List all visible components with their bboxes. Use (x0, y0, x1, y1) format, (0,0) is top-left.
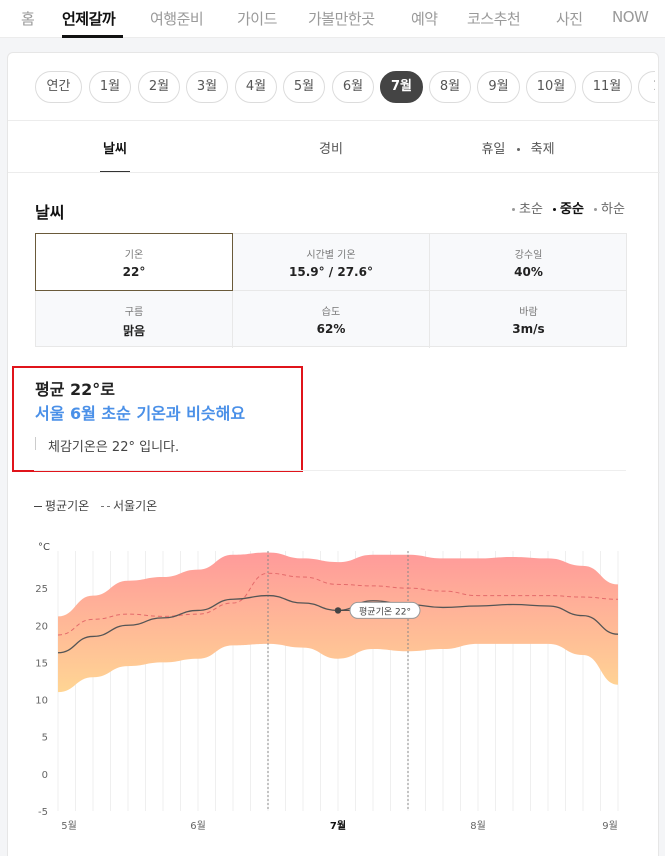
stat-hourly-temp[interactable]: 시간별 기온 15.9° / 27.6° (233, 234, 430, 291)
nav-tab-guide[interactable]: 가이드 (237, 10, 277, 28)
tab-weather[interactable]: 날씨 (103, 142, 127, 157)
month-pill-3[interactable]: 3월 (186, 71, 228, 103)
bullet-icon (512, 208, 515, 211)
period-mid[interactable]: 중순 (553, 198, 584, 217)
annotation-bubble (349, 601, 421, 619)
month-pill-6[interactable]: 6월 (332, 71, 374, 103)
y-tick-label: 10 (35, 696, 48, 707)
seoul-temp-line (57, 572, 619, 636)
legend-solid-line-icon (34, 506, 42, 507)
subtab-active-indicator (100, 171, 130, 172)
summary-comparison: 서울 6월 초순 기온과 비슷해요 (35, 404, 246, 423)
legend-seoul: 서울기온 (113, 499, 158, 513)
stat-cloud[interactable]: 구름 맑음 (36, 291, 233, 348)
chart-legend: 평균기온 서울기온 (34, 497, 157, 514)
quote-bar (35, 437, 36, 450)
stat-label: 강수일 (514, 250, 543, 261)
stat-rain-days[interactable]: 강수일 40% (430, 234, 627, 291)
tab-holiday[interactable]: 휴일 축제 (438, 138, 598, 157)
month-selector: 연간 1월 2월 3월 4월 5월 6월 7월 8월 9월 10월 11월 12… (35, 69, 655, 109)
stat-value: 15.9° / 27.6° (289, 265, 373, 279)
period-mid-label: 중순 (560, 202, 584, 217)
stat-label: 습도 (321, 307, 341, 318)
annotation-label: 평균기온 22° (359, 606, 411, 617)
stat-humidity[interactable]: 습도 62% (233, 291, 430, 348)
temperature-chart: °C -5 0 5 10 15 20 25 평균기온 22° 5월 6월 7월 8월 9월 (35, 542, 619, 832)
x-tick-label: 5월 (61, 820, 77, 832)
temperature-range-band (58, 552, 618, 693)
tab-holiday-label: 휴일 (481, 142, 506, 157)
stat-value: 40% (514, 265, 543, 279)
stat-value: 3m/s (512, 322, 545, 336)
stat-label: 시간별 기온 (306, 250, 356, 261)
chart-y-unit: °C (38, 542, 50, 553)
month-pill-7[interactable]: 7월 (380, 71, 423, 103)
month-pill-10[interactable]: 10월 (526, 71, 576, 103)
summary-highlight-box (12, 366, 303, 472)
weather-stats-grid: 기온 22° 시간별 기온 15.9° / 27.6° 강수일 40% 구름 맑… (35, 233, 627, 348)
weather-title: 날씨 (35, 203, 65, 222)
month-pill-1[interactable]: 1월 (89, 71, 131, 103)
period-early-label: 초순 (519, 202, 543, 217)
weather-card: 연간 1월 2월 3월 4월 5월 6월 7월 8월 9월 10월 11월 12… (7, 52, 660, 856)
stat-label: 구름 (124, 307, 144, 318)
tab-cost[interactable]: 경비 (319, 142, 343, 157)
y-tick-label: -5 (38, 807, 48, 818)
x-tick-label: 8월 (470, 820, 486, 832)
period-early[interactable]: 초순 (512, 198, 543, 217)
y-tick-label: 0 (42, 770, 48, 781)
nav-tab-when[interactable]: 언제갈까 (62, 10, 116, 28)
month-pill-12[interactable]: 12월 (638, 71, 655, 103)
divider (8, 172, 660, 173)
nav-tab-home[interactable]: 홈 (21, 10, 35, 28)
nav-tab-photos[interactable]: 사진 (556, 10, 583, 28)
top-nav: 홈 언제갈까 여행준비 가이드 가볼만한곳 예약 코스추천 사진 NOW (0, 0, 665, 38)
month-pill-5[interactable]: 5월 (283, 71, 325, 103)
x-tick-label: 6월 (190, 820, 206, 832)
y-tick-label: 20 (35, 621, 48, 632)
month-pill-8[interactable]: 8월 (429, 71, 471, 103)
month-pill-annual[interactable]: 연간 (35, 71, 82, 103)
stat-wind[interactable]: 바람 3m/s (430, 291, 627, 348)
summary-feels-like: 체감기온은 22° 입니다. (48, 440, 180, 455)
month-pill-9[interactable]: 9월 (477, 71, 520, 103)
month-pill-4[interactable]: 4월 (235, 71, 277, 103)
month-pill-11[interactable]: 11월 (582, 71, 632, 103)
divider (34, 470, 626, 471)
stat-label: 바람 (519, 307, 538, 318)
month-pill-2[interactable]: 2월 (138, 71, 180, 103)
y-tick-label: 15 (35, 658, 48, 669)
y-tick-label: 5 (42, 733, 48, 744)
legend-dashed-line-icon (101, 506, 110, 507)
period-late-label: 하순 (601, 202, 625, 217)
summary-headline: 평균 22°로 (35, 380, 115, 399)
nav-tab-booking[interactable]: 예약 (411, 10, 438, 28)
stat-temperature[interactable]: 기온 22° (35, 233, 233, 291)
stat-value: 22° (122, 265, 146, 279)
nav-tab-prepare[interactable]: 여행준비 (150, 10, 204, 28)
x-tick-label: 9월 (602, 820, 618, 832)
nav-tab-places[interactable]: 가볼만한곳 (308, 10, 375, 28)
nav-tab-now[interactable]: NOW (612, 8, 649, 26)
divider (8, 120, 660, 121)
y-tick-label: 25 (35, 584, 48, 595)
tab-festival-label: 축제 (530, 142, 555, 157)
tab-separator-dot (516, 148, 520, 151)
x-tick-label: 7월 (330, 820, 346, 832)
legend-avg: 평균기온 (45, 499, 90, 513)
stat-label: 기온 (124, 250, 144, 261)
bullet-icon (553, 208, 556, 211)
stat-value: 62% (316, 322, 346, 336)
nav-active-indicator (62, 35, 123, 38)
bullet-icon (594, 208, 597, 211)
nav-tab-course[interactable]: 코스추천 (467, 10, 521, 28)
period-late[interactable]: 하순 (594, 198, 625, 217)
stat-value: 맑음 (122, 324, 146, 338)
